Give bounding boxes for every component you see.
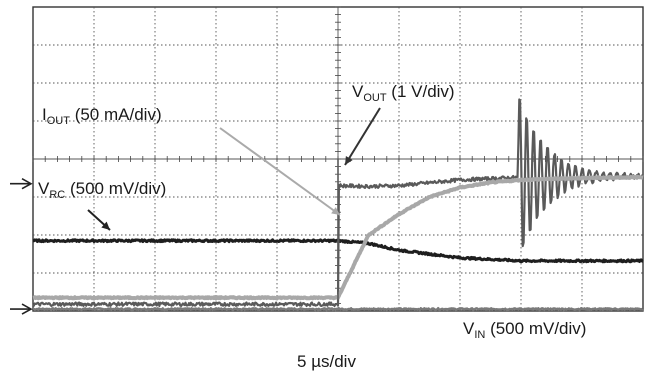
label-vin: VIN (500 mV/div) [463,319,586,341]
label-vout-main: V [352,82,364,101]
label-vrc: VRC (500 mV/div) [38,179,166,201]
label-vin-subscript: IN [474,329,485,341]
leader-line [344,107,381,166]
marker-arrow-1 [10,178,33,190]
label-iout: IOUT (50 mA/div) [42,105,162,127]
arrow-head [21,303,33,315]
label-iout-scale: (50 mA/div) [70,105,162,124]
leader-head [345,156,353,165]
label-vout-subscript: OUT [363,92,387,104]
trace-out [32,98,644,307]
marker-arrow-2 [10,303,33,315]
leader-line [219,127,341,216]
label-vout: VOUT (1 V/div) [352,82,455,104]
trace-labels: VOUT (1 V/div)IOUT (50 mA/div)VRC (500 m… [38,82,586,341]
label-iout-main: I [42,105,47,124]
label-vin-scale: (500 mV/div) [485,319,586,338]
scope-traces [31,98,645,312]
leader-head [331,207,340,215]
leader-head [101,221,110,230]
leader-iout [219,127,341,216]
leader-vout [344,107,381,166]
leader-vrc [87,209,111,231]
label-vrc-main: V [38,179,50,198]
label-iout-subscript: OUT [47,115,71,127]
label-vrc-subscript: RC [49,189,65,201]
trace-in [32,307,644,312]
label-vout-scale: (1 V/div) [387,82,455,101]
timebase-label: 5 µs/div [297,352,356,371]
channel-markers [10,178,33,315]
label-vrc-scale: (500 mV/div) [65,179,166,198]
arrow-head [21,178,33,190]
label-vin-main: V [463,319,475,338]
